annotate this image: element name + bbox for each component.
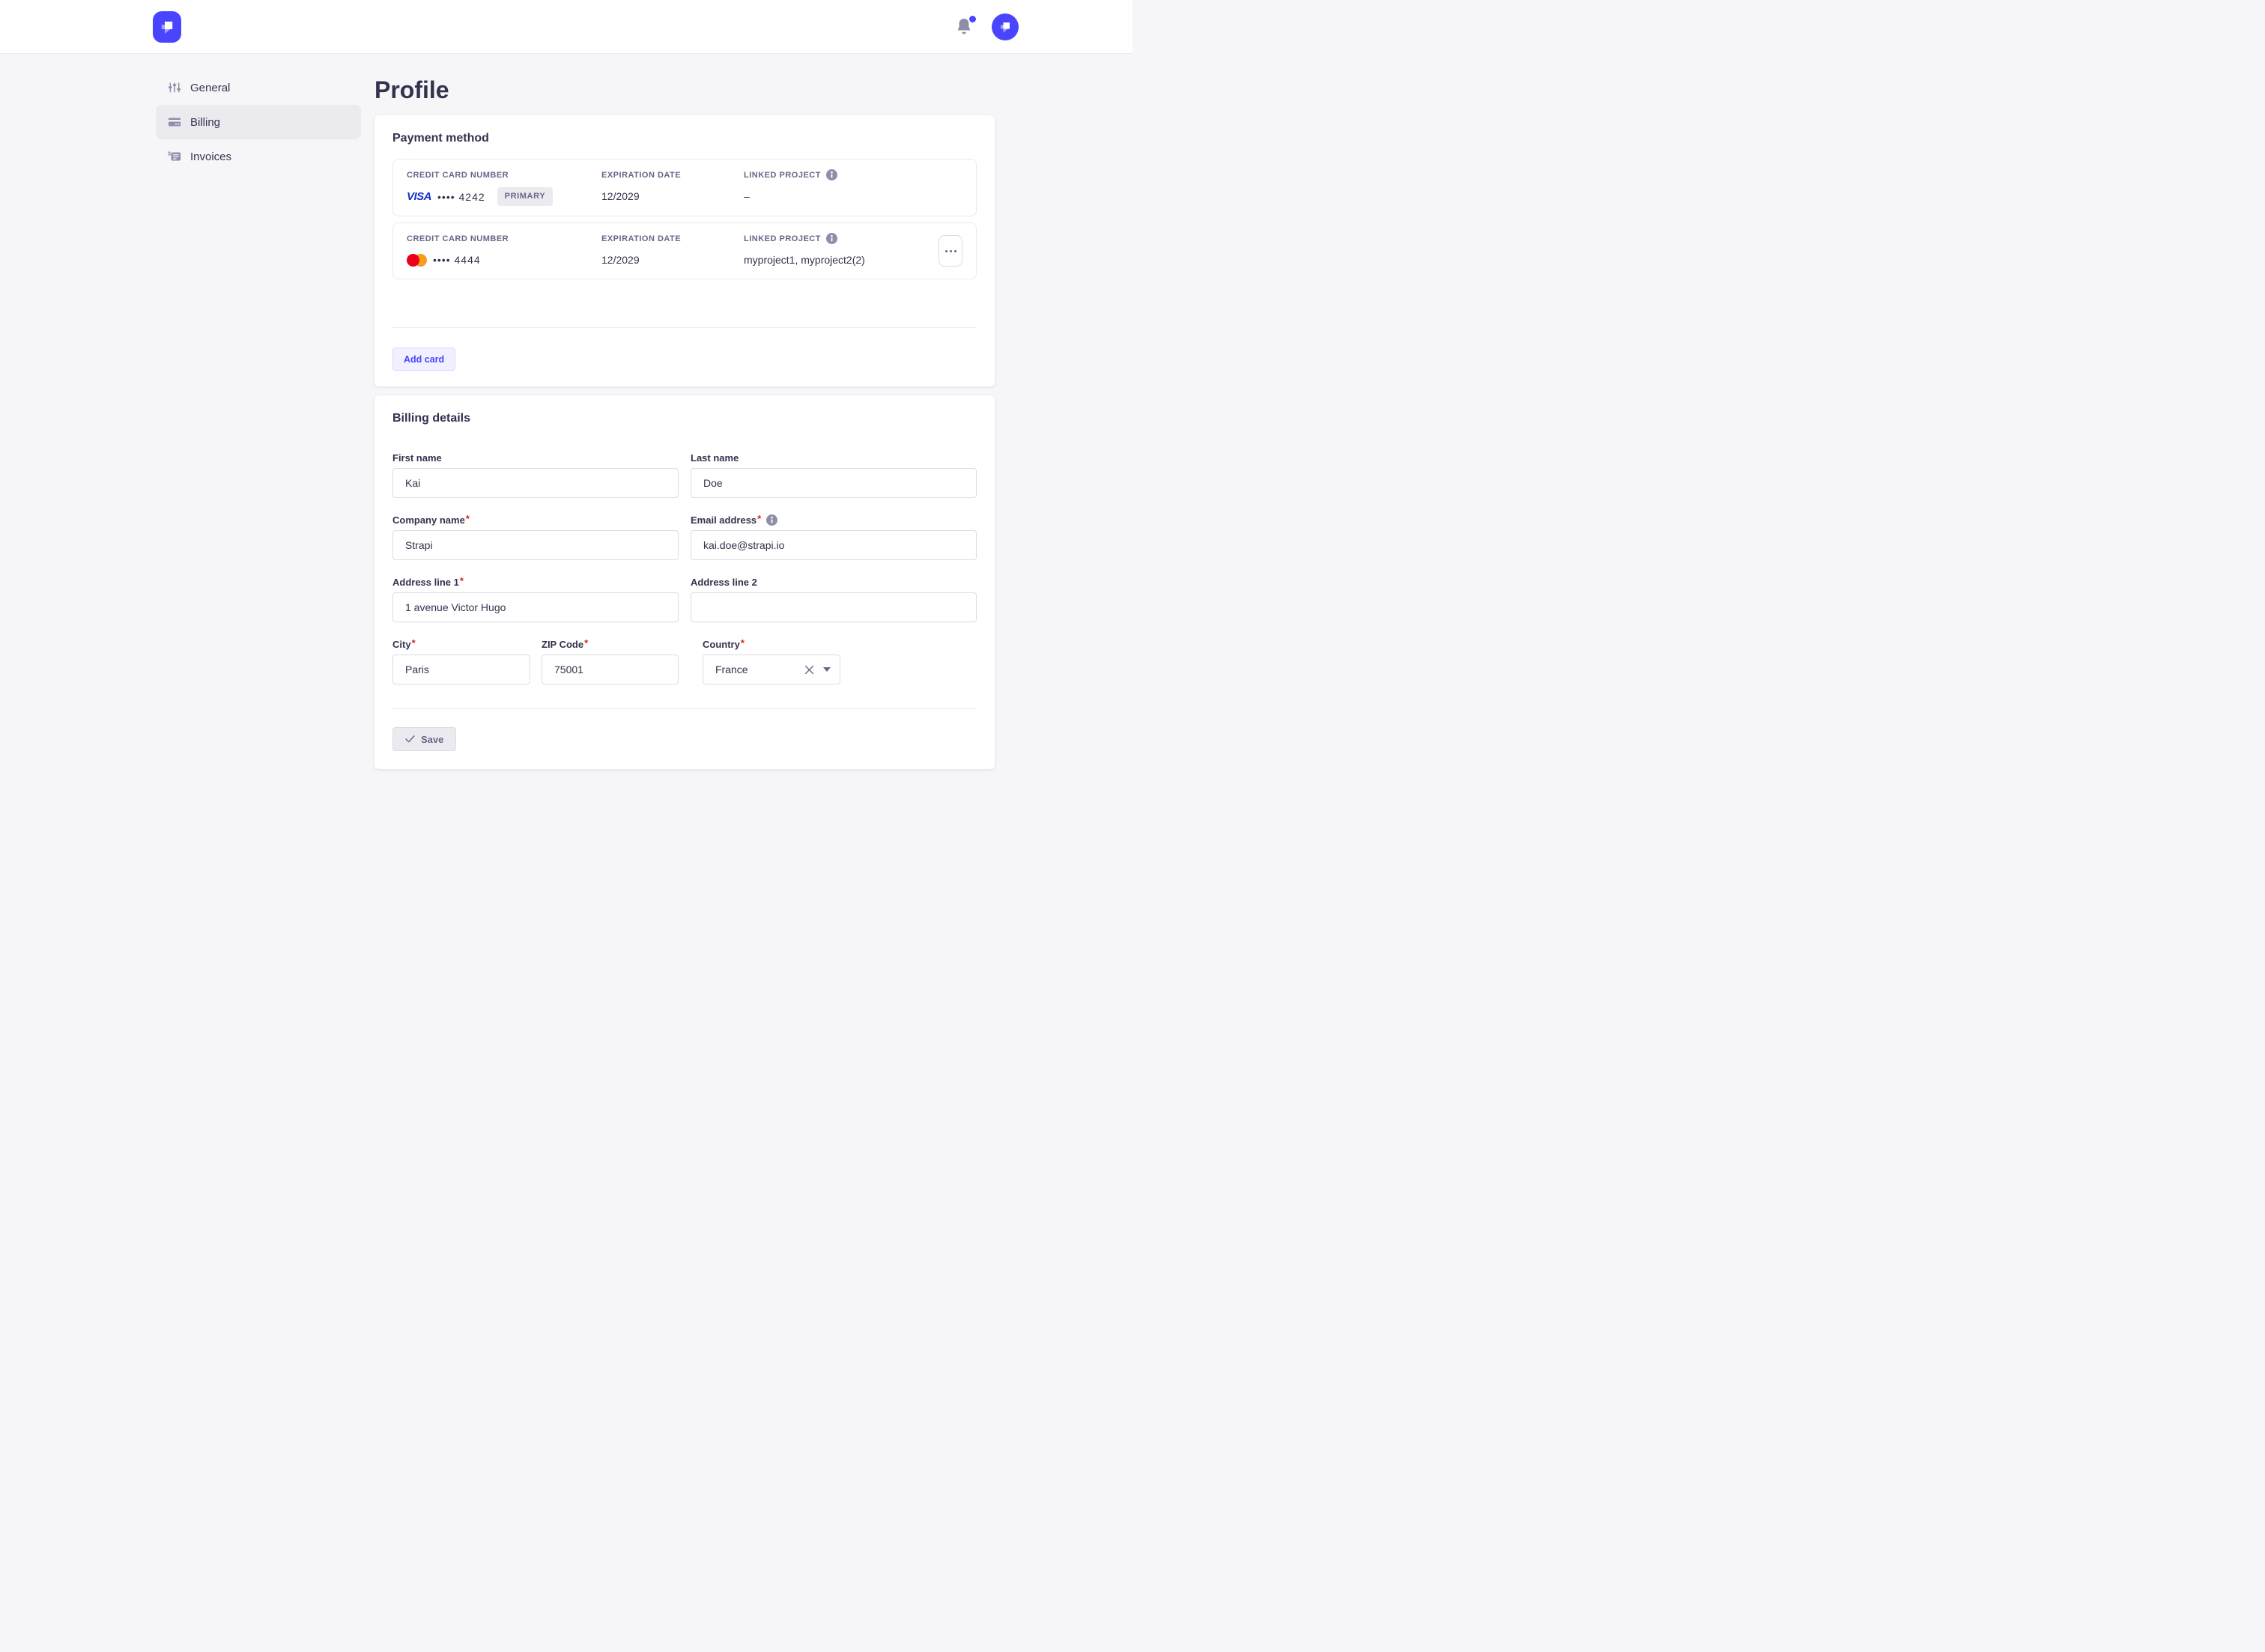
address-line-1-label: Address line 1 [392, 577, 459, 588]
linked-project-value: – [744, 190, 750, 202]
required-asterisk: * [740, 637, 745, 649]
company-name-label: Company name [392, 514, 465, 526]
sidebar-item-billing[interactable]: Billing [156, 105, 361, 139]
save-button[interactable]: Save [392, 727, 457, 751]
settings-sidebar: General Billing $ [156, 70, 361, 174]
sidebar-item-invoices[interactable]: $ Invoices [156, 139, 361, 174]
required-asterisk: * [465, 513, 470, 524]
first-name-input[interactable] [392, 468, 679, 498]
expiration-label: EXPIRATION DATE [601, 170, 682, 180]
company-name-input[interactable] [392, 530, 679, 560]
email-input[interactable] [691, 530, 977, 560]
city-label: City [392, 639, 411, 650]
last-name-label: Last name [691, 452, 739, 464]
credit-card-icon [168, 115, 181, 129]
required-asterisk: * [411, 637, 416, 649]
check-icon [405, 735, 415, 743]
expiration-value: 12/2029 [601, 190, 640, 202]
payment-method-panel: Payment method CREDIT CARD NUMBER VISA •… [375, 115, 995, 386]
linked-project-label: LINKED PROJECT [744, 234, 821, 243]
billing-details-panel: Billing details First name Last name Com… [375, 395, 995, 769]
linked-project-value: myproject1, myproject2(2) [744, 254, 865, 266]
payment-method-heading: Payment method [392, 132, 489, 145]
credit-card-row-visa: CREDIT CARD NUMBER VISA •••• 4242 PRIMAR… [392, 159, 977, 216]
zip-code-label: ZIP Code [542, 639, 584, 650]
strapi-glyph-icon [1001, 22, 1010, 32]
add-card-button[interactable]: Add card [392, 347, 456, 371]
mastercard-icon [407, 253, 427, 267]
ellipsis-icon [944, 249, 947, 252]
page-title: Profile [375, 76, 449, 103]
email-label: Email address [691, 514, 757, 526]
primary-badge: PRIMARY [497, 187, 554, 206]
clear-icon[interactable] [804, 665, 814, 675]
address-line-2-input[interactable] [691, 592, 977, 622]
sidebar-item-label: Invoices [190, 150, 232, 163]
address-line-2-field-group: Address line 2 [691, 577, 977, 622]
company-name-field-group: Company name * [392, 513, 679, 560]
user-avatar[interactable] [992, 13, 1019, 40]
save-button-label: Save [421, 733, 444, 745]
required-asterisk: * [459, 575, 464, 586]
notification-dot [969, 15, 976, 22]
expiration-label: EXPIRATION DATE [601, 234, 682, 243]
bell-icon [957, 18, 971, 34]
panel-divider [392, 708, 977, 709]
ellipsis-icon [953, 249, 956, 252]
invoice-icon: $ [168, 150, 181, 163]
notifications-button[interactable] [956, 15, 976, 37]
country-select[interactable]: France [703, 655, 840, 684]
sliders-icon [168, 81, 181, 94]
expiration-value: 12/2029 [601, 254, 640, 266]
credit-card-row-mastercard: CREDIT CARD NUMBER •••• 4444 EXPIRATION … [392, 222, 977, 279]
address-line-1-field-group: Address line 1 * [392, 575, 679, 622]
ellipsis-icon [949, 249, 952, 252]
card-more-actions-button[interactable] [939, 235, 962, 267]
billing-details-heading: Billing details [392, 412, 471, 425]
required-asterisk: * [757, 513, 762, 524]
country-label: Country [703, 639, 740, 650]
country-field-group: Country * France [703, 637, 840, 684]
card-number-label: CREDIT CARD NUMBER [407, 234, 509, 243]
first-name-label: First name [392, 452, 442, 464]
sidebar-item-label: General [190, 81, 231, 94]
last-name-input[interactable] [691, 468, 977, 498]
strapi-glyph-icon [161, 21, 173, 34]
required-asterisk: * [584, 637, 589, 649]
visa-logo: VISA [407, 190, 432, 203]
address-line-2-label: Address line 2 [691, 577, 757, 588]
panel-divider [392, 327, 977, 328]
strapi-logo[interactable] [153, 10, 181, 43]
zip-code-field-group: ZIP Code * [542, 637, 679, 684]
zip-code-input[interactable] [542, 655, 679, 684]
last-name-field-group: Last name [691, 452, 977, 498]
city-input[interactable] [392, 655, 530, 684]
info-icon[interactable] [766, 514, 778, 526]
sidebar-item-label: Billing [190, 115, 221, 129]
city-field-group: City * [392, 637, 530, 684]
card-number-value: •••• 4444 [433, 254, 481, 266]
chevron-down-icon[interactable] [823, 667, 831, 672]
sidebar-item-general[interactable]: General [156, 70, 361, 105]
linked-project-label: LINKED PROJECT [744, 170, 821, 180]
card-number-value: •••• 4242 [437, 190, 485, 203]
country-value: France [715, 663, 748, 675]
info-icon[interactable] [825, 233, 837, 244]
address-line-1-input[interactable] [392, 592, 679, 622]
email-field-group: Email address * [691, 513, 977, 560]
card-number-label: CREDIT CARD NUMBER [407, 170, 509, 180]
top-header [0, 0, 1132, 54]
info-icon[interactable] [825, 169, 837, 180]
first-name-field-group: First name [392, 452, 679, 498]
svg-text:$: $ [168, 151, 172, 157]
